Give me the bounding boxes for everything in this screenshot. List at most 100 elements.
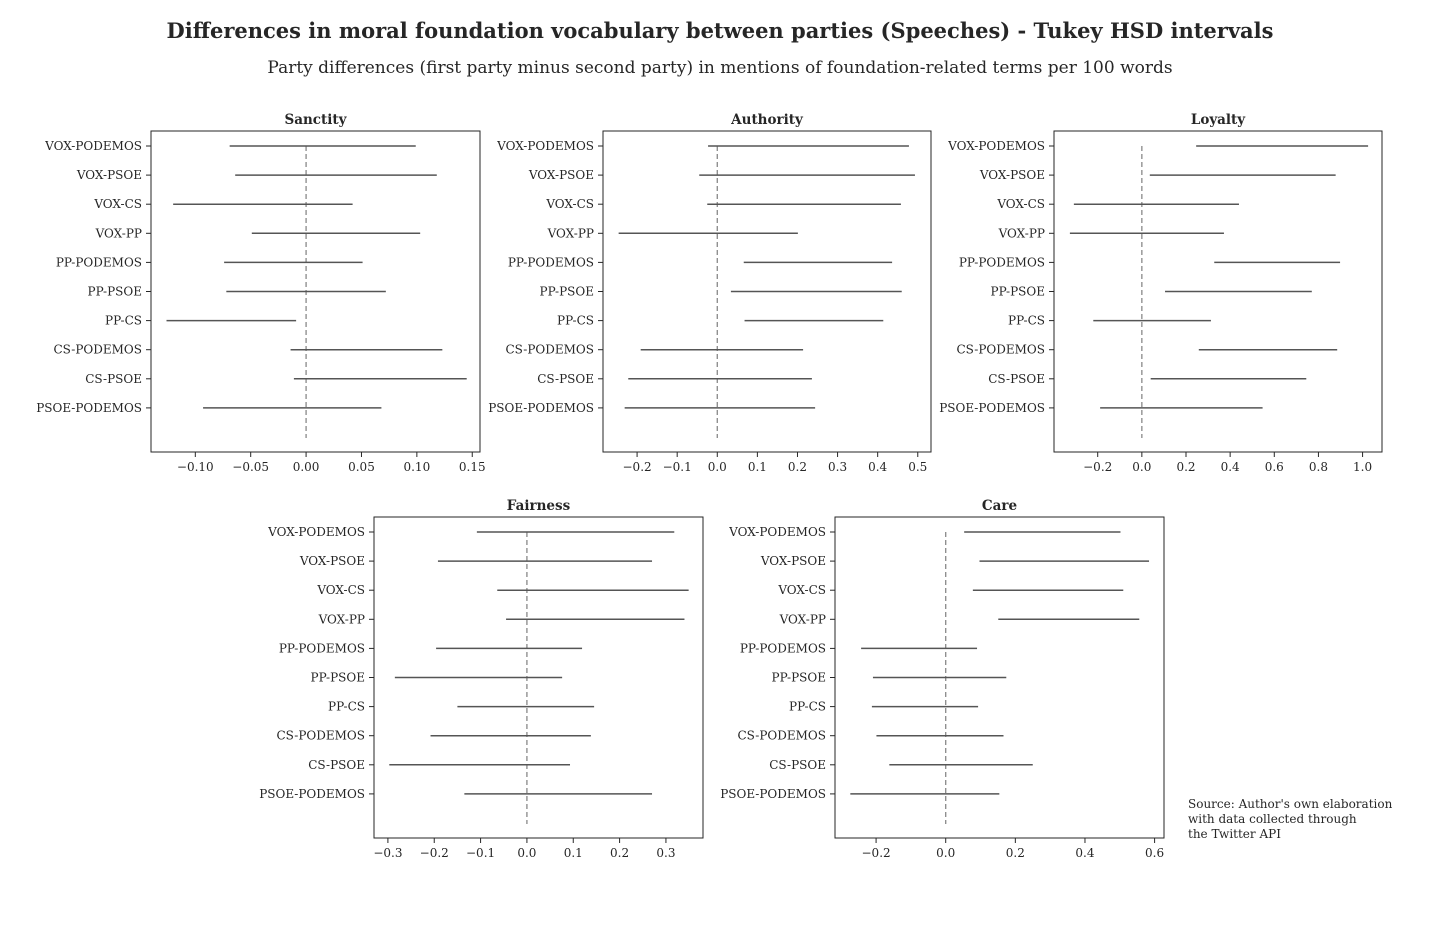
x-tick-label: −0.10 bbox=[177, 460, 214, 474]
y-tick-label: PSOE-PODEMOS bbox=[36, 401, 142, 415]
y-tick-label: VOX-PODEMOS bbox=[44, 139, 142, 153]
y-tick-label: PP-CS bbox=[789, 700, 826, 714]
y-tick-label: CS-PSOE bbox=[537, 372, 594, 386]
y-tick-label: PSOE-PODEMOS bbox=[488, 401, 594, 415]
y-tick-label: PSOE-PODEMOS bbox=[939, 401, 1045, 415]
axes-frame bbox=[602, 130, 932, 453]
y-tick-label: VOX-PP bbox=[318, 612, 365, 626]
x-tick-label: −0.3 bbox=[373, 846, 402, 860]
y-tick-label: VOX-CS bbox=[996, 197, 1045, 211]
y-tick-label: PP-PSOE bbox=[88, 285, 142, 299]
x-tick-label: 0.2 bbox=[1006, 846, 1025, 860]
x-tick-label: 0.0 bbox=[936, 846, 955, 860]
chart-panel-fairness: Fairness VOX-PODEMOS VOX-PSOE VOX-CS VOX-PP P… bbox=[259, 498, 704, 860]
x-tick-label: 0.6 bbox=[1265, 460, 1284, 474]
y-tick-label: PSOE-PODEMOS bbox=[259, 787, 365, 801]
y-tick-label: VOX-PSOE bbox=[979, 168, 1045, 182]
x-tick-label: 0.3 bbox=[828, 460, 847, 474]
y-tick-label: PP-PSOE bbox=[991, 285, 1045, 299]
source-line: Source: Author's own elaboration bbox=[1188, 797, 1393, 811]
axes-frame bbox=[834, 516, 1165, 839]
x-tick-label: 1.0 bbox=[1353, 460, 1372, 474]
y-tick-label: VOX-PP bbox=[998, 226, 1045, 240]
axes-frame bbox=[1053, 130, 1383, 453]
x-tick-label: 0.4 bbox=[1221, 460, 1240, 474]
x-tick-label: 0.00 bbox=[293, 460, 320, 474]
y-tick-label: VOX-CS bbox=[777, 583, 826, 597]
y-tick-label: CS-PODEMOS bbox=[276, 729, 365, 743]
chart-panel-loyalty: Loyalty VOX-PODEMOS VOX-PSOE VOX-CS VOX-PP PP… bbox=[939, 112, 1383, 474]
x-tick-label: −0.05 bbox=[232, 460, 269, 474]
x-tick-label: −0.1 bbox=[466, 846, 495, 860]
x-tick-label: 0.1 bbox=[748, 460, 767, 474]
y-tick-label: VOX-PSOE bbox=[760, 554, 826, 568]
x-tick-label: 0.4 bbox=[1075, 846, 1094, 860]
y-tick-label: CS-PSOE bbox=[85, 372, 142, 386]
chart-panel-care: Care VOX-PODEMOS VOX-PSOE VOX-CS VOX-PP PP-PO… bbox=[720, 498, 1165, 860]
panel-title: Authority bbox=[730, 112, 804, 128]
x-tick-label: 0.05 bbox=[348, 460, 375, 474]
y-tick-label: CS-PSOE bbox=[988, 372, 1045, 386]
y-tick-label: PP-PODEMOS bbox=[508, 255, 594, 269]
y-tick-label: VOX-PODEMOS bbox=[496, 139, 594, 153]
y-tick-label: VOX-PP bbox=[779, 612, 826, 626]
y-tick-label: PP-PSOE bbox=[772, 671, 826, 685]
y-tick-label: PP-PSOE bbox=[540, 285, 594, 299]
y-tick-label: PSOE-PODEMOS bbox=[720, 787, 826, 801]
y-tick-label: VOX-PP bbox=[95, 226, 142, 240]
x-tick-label: 0.4 bbox=[868, 460, 887, 474]
y-tick-label: CS-PSOE bbox=[308, 758, 365, 772]
source-note: Source: Author's own elaboration with da… bbox=[1188, 797, 1428, 842]
y-tick-label: CS-PODEMOS bbox=[737, 729, 826, 743]
y-tick-label: VOX-PODEMOS bbox=[947, 139, 1045, 153]
y-tick-label: CS-PODEMOS bbox=[505, 343, 594, 357]
x-tick-label: 0.6 bbox=[1145, 846, 1164, 860]
x-tick-label: −0.1 bbox=[663, 460, 692, 474]
y-tick-label: VOX-PSOE bbox=[76, 168, 142, 182]
axes-frame bbox=[373, 516, 704, 839]
source-line: with data collected through bbox=[1188, 812, 1357, 826]
x-tick-label: 0.0 bbox=[708, 460, 727, 474]
x-tick-label: 0.15 bbox=[459, 460, 486, 474]
panel-title: Sanctity bbox=[285, 112, 348, 128]
x-tick-label: −0.2 bbox=[623, 460, 652, 474]
x-tick-label: 0.2 bbox=[788, 460, 807, 474]
y-tick-label: PP-CS bbox=[328, 700, 365, 714]
panel-title: Care bbox=[982, 498, 1017, 514]
panel-title: Loyalty bbox=[1191, 112, 1246, 128]
y-tick-label: CS-PODEMOS bbox=[53, 343, 142, 357]
y-tick-label: VOX-CS bbox=[316, 583, 365, 597]
panel-title: Fairness bbox=[507, 498, 571, 514]
y-tick-label: VOX-PSOE bbox=[528, 168, 594, 182]
x-tick-label: 0.3 bbox=[656, 846, 675, 860]
y-tick-label: PP-CS bbox=[557, 314, 594, 328]
chart-title: Differences in moral foundation vocabula… bbox=[166, 18, 1274, 43]
y-tick-label: PP-PODEMOS bbox=[56, 255, 142, 269]
chart-panel-sanctity: Sanctity VOX-PODEMOS VOX-PSOE VOX-CS VOX-PP P… bbox=[36, 112, 485, 474]
y-tick-label: CS-PSOE bbox=[769, 758, 826, 772]
y-tick-label: PP-PODEMOS bbox=[959, 255, 1045, 269]
y-tick-label: VOX-PP bbox=[547, 226, 594, 240]
x-tick-label: −0.2 bbox=[420, 846, 449, 860]
x-tick-label: 0.2 bbox=[1176, 460, 1195, 474]
y-tick-label: VOX-CS bbox=[545, 197, 594, 211]
y-tick-label: PP-PSOE bbox=[311, 671, 365, 685]
x-tick-label: −0.2 bbox=[1083, 460, 1112, 474]
y-tick-label: PP-PODEMOS bbox=[740, 641, 826, 655]
x-tick-label: 0.8 bbox=[1309, 460, 1328, 474]
y-tick-label: VOX-PODEMOS bbox=[728, 525, 826, 539]
y-tick-label: VOX-CS bbox=[93, 197, 142, 211]
x-tick-label: 0.1 bbox=[564, 846, 583, 860]
x-tick-label: 0.10 bbox=[403, 460, 430, 474]
chart-panel-authority: Authority VOX-PODEMOS VOX-PSOE VOX-CS VOX-PP… bbox=[488, 112, 932, 474]
x-tick-label: 0.0 bbox=[517, 846, 536, 860]
x-tick-label: 0.2 bbox=[610, 846, 629, 860]
x-tick-label: 0.5 bbox=[908, 460, 927, 474]
chart-subtitle: Party differences (first party minus sec… bbox=[267, 58, 1173, 78]
y-tick-label: PP-CS bbox=[105, 314, 142, 328]
axes-frame bbox=[150, 130, 481, 453]
source-line: the Twitter API bbox=[1188, 827, 1281, 841]
y-tick-label: PP-CS bbox=[1008, 314, 1045, 328]
y-tick-label: PP-PODEMOS bbox=[279, 641, 365, 655]
x-tick-label: −0.2 bbox=[862, 846, 891, 860]
